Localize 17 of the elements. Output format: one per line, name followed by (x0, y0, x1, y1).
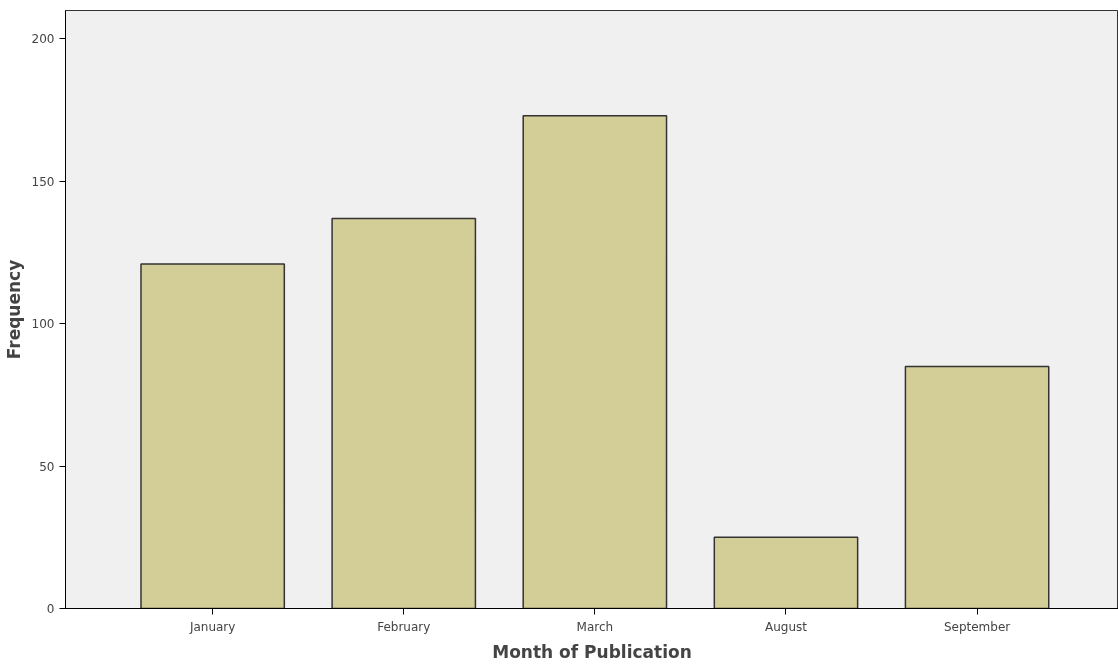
y-axis-title: Frequency (3, 259, 24, 360)
y-tick-label: 0 (46, 602, 55, 616)
bar (713, 536, 859, 609)
bar (331, 217, 477, 609)
y-tick-label: 150 (31, 174, 55, 189)
bar (140, 263, 286, 609)
bar (904, 365, 1050, 609)
x-tick-label: March (576, 619, 614, 634)
x-axis-title: Month of Publication (492, 641, 692, 662)
y-tick-label: 200 (31, 32, 55, 47)
y-tick-label: 50 (39, 459, 55, 474)
y-tick-label: 100 (31, 317, 55, 332)
bar (522, 115, 668, 609)
x-tick-label: January (188, 619, 236, 634)
x-tick-label: September (943, 619, 1011, 634)
x-tick-label: February (377, 619, 431, 634)
x-tick-label: August (764, 619, 808, 634)
